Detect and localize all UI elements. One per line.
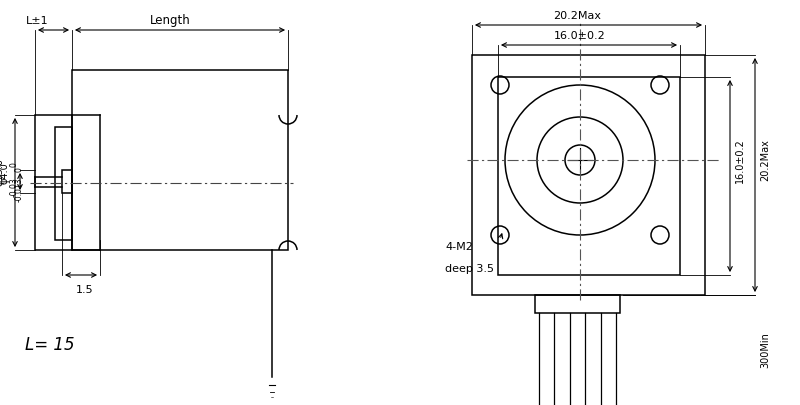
Bar bbox=[472, 55, 705, 295]
Bar bbox=[55, 127, 72, 240]
Text: 20.2Max: 20.2Max bbox=[760, 139, 770, 181]
Text: 0: 0 bbox=[14, 167, 23, 172]
Text: 16.0±0.2: 16.0±0.2 bbox=[554, 31, 606, 41]
Text: 0: 0 bbox=[10, 162, 18, 167]
Text: -0.03: -0.03 bbox=[10, 178, 18, 197]
Text: 1.5: 1.5 bbox=[76, 285, 94, 295]
Text: 16.0±0.2: 16.0±0.2 bbox=[735, 139, 745, 183]
Bar bbox=[498, 77, 680, 275]
Text: 300Min: 300Min bbox=[760, 332, 770, 368]
Bar bbox=[62, 170, 72, 193]
Text: L±1: L±1 bbox=[26, 16, 48, 26]
Text: deep 3.5: deep 3.5 bbox=[445, 264, 494, 274]
Text: 4-M2: 4-M2 bbox=[445, 242, 473, 252]
Bar bbox=[35, 115, 72, 250]
Text: L= 15: L= 15 bbox=[25, 336, 74, 354]
Text: 20.2Max: 20.2Max bbox=[554, 11, 602, 21]
Text: Length: Length bbox=[150, 14, 190, 27]
Bar bbox=[535, 295, 620, 313]
Text: φ15.0: φ15.0 bbox=[0, 158, 5, 186]
Bar bbox=[72, 70, 288, 250]
Text: -0.013: -0.013 bbox=[14, 177, 23, 202]
Text: φ4.0: φ4.0 bbox=[0, 163, 10, 184]
